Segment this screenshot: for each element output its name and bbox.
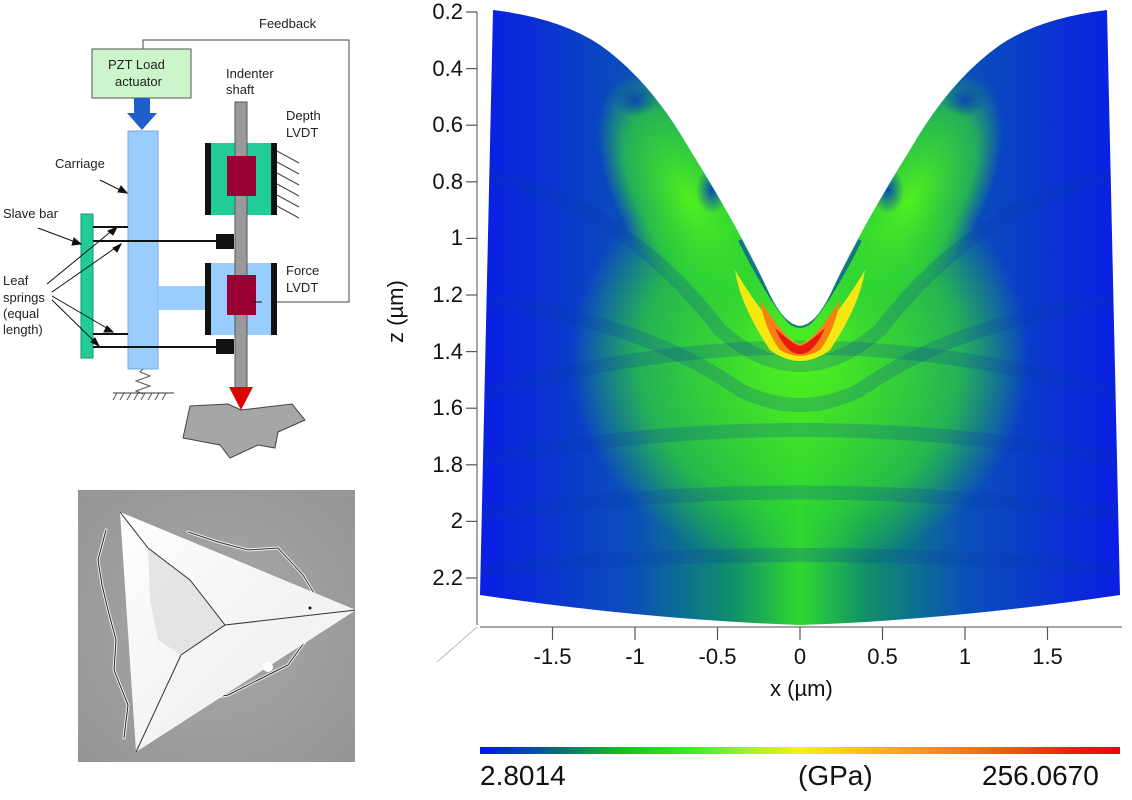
carriage-arm (158, 286, 206, 310)
depth-axis-line (436, 626, 478, 663)
depth-lvdt-hatch (276, 150, 300, 219)
colorbar-unit-label: (GPa) (798, 760, 873, 791)
indenter-tip (229, 387, 253, 410)
nanoindenter-schematic (37, 39, 350, 459)
upper-clamp (216, 234, 234, 249)
stress-field (480, 10, 1120, 625)
colorbar-min-label: 2.8014 (480, 760, 566, 791)
z-tick-label: 1.6 (432, 395, 463, 421)
indenter-label-line1: Indenter (226, 66, 274, 81)
lower-clamp (216, 339, 234, 354)
sample (182, 403, 306, 459)
x-axis-ticks (551, 627, 1049, 640)
indent-edges (119, 511, 355, 753)
peak-stress-region (735, 270, 865, 361)
z-tick-label: 0.6 (432, 112, 463, 138)
z-tick-label: 2.2 (432, 565, 463, 590)
ground-hatch (112, 392, 167, 401)
force-lvdt-core (227, 275, 256, 315)
leaf-springs-label-line4: length) (3, 322, 43, 337)
indent-micrograph (78, 490, 355, 762)
feedback-label: Feedback (259, 16, 317, 31)
force-lvdt-label-line2: LVDT (286, 280, 319, 295)
pzt-label-line2: actuator (115, 74, 162, 89)
z-tick-label: 1.8 (432, 451, 463, 477)
stress-contour-plot (436, 10, 1122, 663)
x-tick-label: -1 (625, 644, 645, 669)
carriage-label: Carriage (55, 156, 105, 171)
x-tick-label: 0.5 (867, 644, 898, 669)
x-tick-label: 0 (793, 644, 807, 669)
z-tick-label: 0.2 (432, 0, 463, 24)
depth-lvdt-label-line2: LVDT (286, 125, 319, 140)
annotation-arrows (37, 179, 262, 348)
colorbar-max-label: 256.0670 (982, 760, 1099, 791)
z-tick-label: 0.4 (432, 55, 463, 81)
z-tick-label: 2 (450, 508, 463, 534)
x-axis-label: x (µm) (770, 676, 833, 701)
z-tick-label: 0.8 (432, 168, 463, 194)
x-tick-label: -0.5 (698, 644, 737, 669)
indenter-label-line2: shaft (226, 82, 255, 97)
slave-bar (80, 213, 94, 359)
z-axis-ticks (466, 11, 477, 579)
depth-lvdt-core (227, 156, 256, 196)
leaf-springs-label-line2: springs (3, 290, 45, 305)
x-tick-label: 1 (958, 644, 972, 669)
x-tick-label: 1.5 (1032, 644, 1063, 669)
colorbar (480, 747, 1120, 754)
z-tick-label: 1.4 (432, 338, 463, 364)
z-tick-label: 1 (450, 225, 463, 251)
slave-bar-label: Slave bar (3, 206, 58, 221)
plot-axes (436, 12, 1122, 663)
z-tick-label: 1.2 (432, 282, 463, 307)
depth-lvdt-label-line1: Depth (286, 108, 321, 123)
load-arrow-icon (127, 98, 157, 130)
carriage-spring (134, 368, 152, 395)
x-tick-label: -1.5 (533, 644, 572, 669)
leaf-springs-label-line1: Leaf (3, 273, 29, 288)
pzt-label-line1: PZT Load (108, 57, 165, 72)
feedback-line (142, 39, 350, 303)
leaf-springs (93, 226, 220, 348)
leaf-springs-label-line3: (equal (3, 306, 40, 321)
carriage (127, 130, 159, 370)
force-lvdt-label-line1: Force (286, 263, 320, 278)
z-axis-label: z (µm) (383, 280, 408, 343)
